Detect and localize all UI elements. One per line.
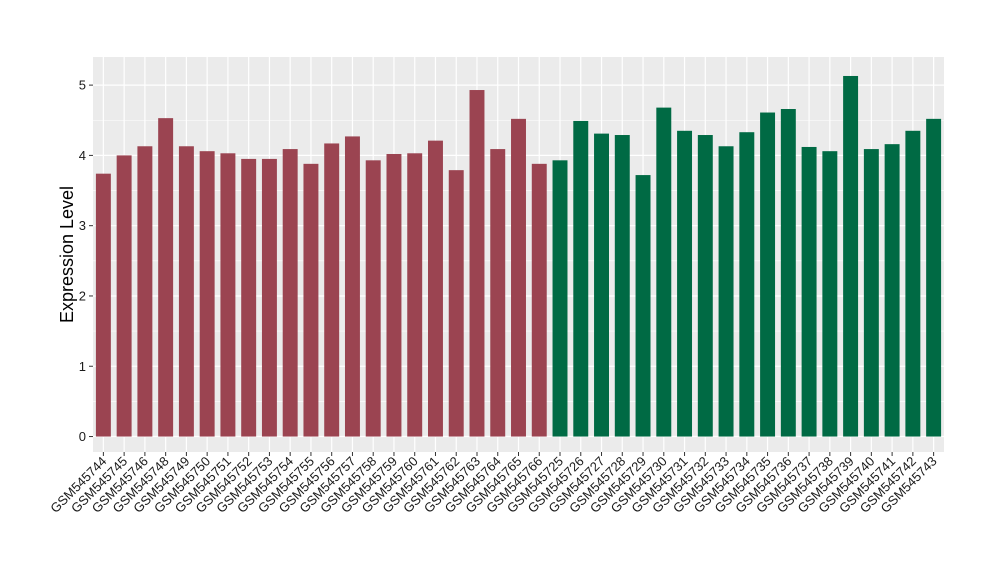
bar-GSM545727 <box>594 133 609 437</box>
bar-GSM545758 <box>365 160 381 437</box>
bar-GSM545763 <box>469 90 485 437</box>
bar-GSM545742 <box>905 130 921 437</box>
bar-GSM545728 <box>614 135 630 437</box>
bar-GSM545751 <box>220 153 236 437</box>
bar-GSM545766 <box>531 163 547 437</box>
bar-GSM545733 <box>718 146 734 437</box>
bar-GSM545732 <box>697 135 713 437</box>
y-axis: 0 1 2 3 4 5 <box>79 78 93 444</box>
bar-GSM545748 <box>158 118 174 437</box>
y-tick-label: 0 <box>79 429 86 444</box>
y-tick-label: 5 <box>79 78 86 93</box>
bar-GSM545743 <box>926 118 942 437</box>
bar-GSM545729 <box>635 175 651 437</box>
bar-GSM545734 <box>739 132 755 437</box>
bar-GSM545745 <box>116 155 132 437</box>
bar-GSM545762 <box>448 170 464 437</box>
bar-GSM545737 <box>801 146 817 437</box>
bar-GSM545736 <box>780 109 796 437</box>
bar-GSM545749 <box>178 146 194 437</box>
bar-GSM545741 <box>884 144 900 437</box>
bar-GSM545761 <box>428 140 443 437</box>
y-tick-label: 4 <box>79 148 86 163</box>
bar-GSM545754 <box>282 149 298 437</box>
bar-GSM545738 <box>822 151 838 437</box>
bar-GSM545753 <box>261 158 277 437</box>
bar-GSM545756 <box>324 143 340 437</box>
bar-GSM545725 <box>552 160 568 437</box>
bar-GSM545730 <box>656 107 672 437</box>
x-axis: GSM545744GSM545745GSM545746GSM545748GSM5… <box>47 452 940 516</box>
bar-GSM545760 <box>407 153 423 437</box>
bar-GSM545746 <box>137 146 153 437</box>
bar-GSM545740 <box>863 149 879 437</box>
bar-GSM545750 <box>199 151 215 437</box>
bar-GSM545759 <box>386 153 402 437</box>
bar-GSM545765 <box>511 118 526 437</box>
bar-GSM545764 <box>490 149 506 437</box>
y-axis-title: Expression Level <box>57 186 77 323</box>
bars <box>95 75 942 437</box>
y-tick-label: 1 <box>79 359 86 374</box>
bar-GSM545739 <box>843 75 859 437</box>
bar-GSM545726 <box>573 120 589 437</box>
bar-GSM545731 <box>677 130 693 437</box>
bar-GSM545735 <box>760 112 776 437</box>
bar-GSM545757 <box>344 136 360 437</box>
bar-GSM545755 <box>303 163 319 437</box>
bar-GSM545744 <box>95 173 111 437</box>
bar-GSM545752 <box>241 158 257 437</box>
y-tick-label: 3 <box>79 218 86 233</box>
y-tick-label: 2 <box>79 288 86 303</box>
